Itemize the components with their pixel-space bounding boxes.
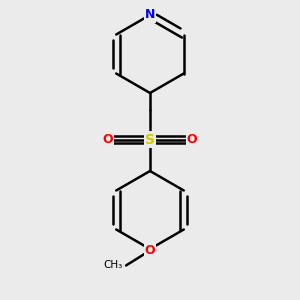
Text: O: O <box>187 133 197 146</box>
Text: N: N <box>145 8 155 22</box>
Text: S: S <box>145 133 155 146</box>
Text: CH₃: CH₃ <box>104 260 123 271</box>
Text: O: O <box>103 133 113 146</box>
Text: O: O <box>145 244 155 257</box>
